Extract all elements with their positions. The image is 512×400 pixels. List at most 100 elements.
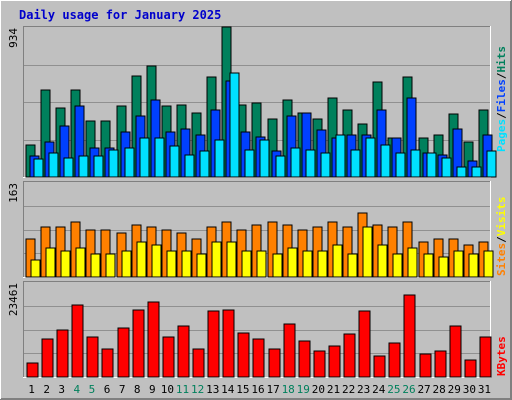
visits-bar — [45, 247, 56, 278]
visits-bar — [438, 256, 449, 278]
visits-bar — [181, 250, 192, 278]
legend-sep: / — [495, 112, 508, 119]
hits-panel: 934 — [7, 26, 497, 178]
kbytes-bar — [419, 353, 432, 378]
visits-bar — [105, 253, 116, 278]
kbytes-bar — [207, 310, 220, 378]
visits-bar — [60, 250, 71, 278]
day-label: 2 — [43, 383, 50, 396]
day-label: 21 — [327, 383, 340, 396]
kbytes-bar — [101, 348, 114, 378]
pages-bar — [441, 157, 452, 178]
day-label: 8 — [134, 383, 141, 396]
pages-bar — [214, 139, 225, 178]
kbytes-bar — [434, 350, 447, 378]
day-label: 4 — [74, 383, 81, 396]
visits-bar — [317, 250, 328, 278]
day-label: 14 — [221, 383, 235, 396]
kbytes-bar — [388, 342, 401, 378]
pages-bar — [426, 152, 437, 178]
kbytes-bar — [358, 310, 371, 378]
kbytes-bar — [147, 301, 160, 378]
day-label: 11 — [176, 383, 189, 396]
pages-bar — [259, 139, 270, 178]
pages-bar — [184, 154, 195, 178]
pages-bar — [471, 166, 482, 178]
visits-bar — [90, 253, 101, 278]
pages-bar — [486, 150, 497, 178]
day-label: 26 — [402, 383, 415, 396]
pages-bar — [93, 155, 104, 178]
kbytes-bar — [222, 309, 235, 378]
pages-bar — [63, 157, 74, 178]
kbytes-bar — [328, 345, 341, 378]
pages-bar — [395, 152, 406, 178]
visits-bar — [136, 241, 147, 278]
visits-bar — [151, 244, 162, 278]
day-label: 10 — [161, 383, 174, 396]
visits-bar — [196, 253, 207, 278]
pages-bar — [305, 149, 316, 178]
kbytes-bar — [403, 294, 416, 378]
day-label: 28 — [433, 383, 446, 396]
day-label: 12 — [191, 383, 204, 396]
visits-bar — [256, 250, 267, 278]
day-label: 20 — [312, 383, 325, 396]
day-label: 18 — [282, 383, 295, 396]
visits-bar — [241, 250, 252, 278]
kbytes-bar — [132, 309, 145, 378]
chart-title: Daily usage for January 2025 — [19, 8, 221, 22]
kbytes-bar — [313, 350, 326, 378]
legend-files: Files — [495, 79, 508, 112]
visits-bar — [121, 250, 132, 278]
legend-kbytes: KBytes — [495, 336, 508, 376]
day-label: 29 — [448, 383, 461, 396]
legend-visits: Visits — [495, 197, 508, 237]
day-label: 15 — [236, 383, 249, 396]
pages-bar — [199, 150, 210, 178]
pages-bar — [78, 155, 89, 178]
visits-bar — [166, 250, 177, 278]
visits-bar — [302, 250, 313, 278]
pages-bar — [350, 149, 361, 178]
day-label: 31 — [478, 383, 491, 396]
sites-panel: 163 — [7, 181, 494, 278]
day-label: 30 — [463, 383, 476, 396]
day-label: 24 — [372, 383, 386, 396]
kbytes-bar — [298, 340, 311, 378]
legend-hits-files-pages: Pages/Files/Hits — [495, 46, 508, 152]
day-label: 3 — [58, 383, 65, 396]
legend-hits: Hits — [495, 46, 508, 73]
pages-bar — [154, 137, 165, 178]
kbytes-bar — [268, 348, 281, 378]
kbytes-bar — [343, 333, 356, 378]
pages-bar — [48, 152, 59, 178]
kbytes-panel: 23461 — [7, 281, 492, 378]
legend-sep: / — [495, 236, 508, 243]
visits-bar — [468, 253, 479, 278]
pages-bar — [229, 72, 240, 178]
pages-bar — [139, 137, 150, 178]
day-label: 19 — [297, 383, 310, 396]
kbytes-panel-ymax-label: 23461 — [7, 283, 20, 316]
pages-bar — [124, 147, 135, 178]
visits-bar — [272, 253, 283, 278]
day-label: 25 — [387, 383, 400, 396]
visits-bar — [453, 250, 464, 278]
kbytes-bar — [283, 323, 296, 378]
legend-sites: Sites — [495, 243, 508, 276]
visits-bar — [347, 253, 358, 278]
visits-bar — [30, 259, 41, 278]
day-label: 27 — [417, 383, 430, 396]
day-label: 7 — [119, 383, 126, 396]
legend-sites-visits: Sites/Visits — [495, 197, 508, 277]
day-label: 6 — [104, 383, 111, 396]
kbytes-bar — [117, 327, 130, 378]
pages-bar — [169, 145, 180, 178]
kbytes-bar — [237, 332, 250, 378]
day-label: 1 — [28, 383, 35, 396]
day-label: 5 — [89, 383, 96, 396]
kbytes-bar — [162, 336, 175, 378]
day-label: 23 — [357, 383, 370, 396]
